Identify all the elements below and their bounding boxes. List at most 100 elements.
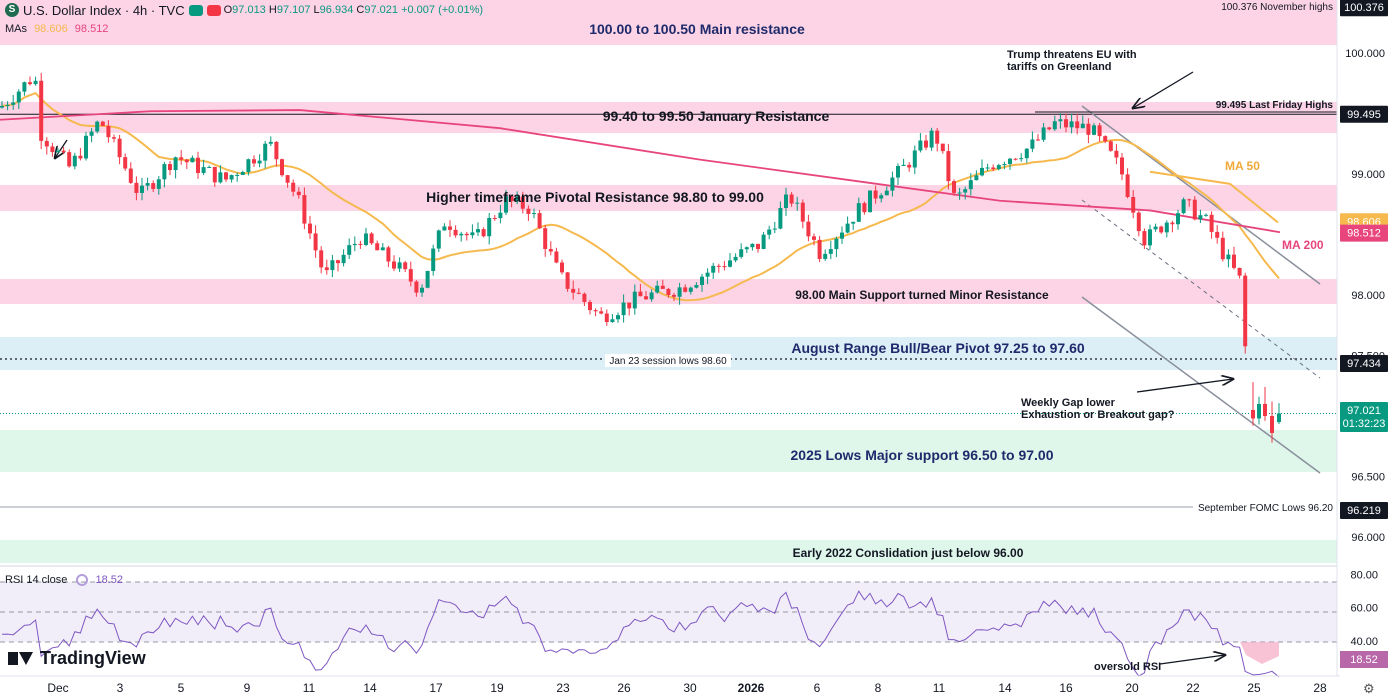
candle-body [767,229,772,235]
candle-body [308,223,312,234]
candle-body [795,202,800,204]
candle-body [358,243,363,245]
candle-body [823,253,828,259]
zone-label: August Range Bull/Bear Pivot 97.25 to 97… [791,340,1085,356]
candle-body [56,150,60,153]
candle-body [1075,121,1080,129]
candle-body [392,261,396,269]
price-tick: 98.000 [1351,290,1385,302]
candle-body [851,221,856,224]
candle-body [980,167,984,176]
candle-body [834,238,839,250]
annotation-line: tariffs on Greenland [1007,61,1112,73]
candle-body [1159,226,1164,233]
candle-body [33,80,38,85]
candle-body [39,80,44,141]
candle-body [957,192,962,194]
annotation-line: Weekly Gap lower [1021,397,1116,409]
annotation-arrow [55,139,68,158]
time-tick: Dec [47,681,68,695]
annotation-arrow [1133,71,1194,108]
candle-body [1136,212,1141,232]
candle-body [879,195,884,199]
candle-body [207,166,212,168]
candle-body [274,141,279,160]
tradingview-brand-name: TradingView [40,648,146,668]
candle-body [912,150,917,168]
candle-body [134,182,139,193]
candle-body [1277,413,1281,423]
candle-body [800,202,805,222]
high-label: H [268,4,277,16]
candle-body [1103,136,1108,142]
rsi-settings-icon[interactable] [76,574,89,586]
candle-body [929,130,934,148]
candle-body [375,243,380,251]
candle-body [128,168,133,183]
zone-label: 98.00 Main Support turned Minor Resistan… [795,288,1049,302]
symbol-title[interactable]: U.S. Dollar Index · 4h · TVC [23,2,185,18]
candle-body [532,213,536,215]
candle-body [414,281,419,293]
candle-body [1052,121,1057,130]
price-tag-label: 99.495 [1347,109,1381,121]
candle-body [84,135,88,159]
candle-body [862,203,867,213]
ma50-line-end [1149,170,1279,224]
countdown-label: 01:32:23 [1343,418,1386,430]
time-tick: 9 [244,681,251,695]
candle-body [22,82,27,92]
candle-body [672,294,676,297]
candle-body [616,315,620,320]
rsi-oversold-fill [1240,642,1279,664]
rsi-legend[interactable]: RSI 14 close 18.52 [5,574,123,586]
candle-body [946,151,951,182]
candle-body [67,152,72,167]
zone-label: 99.40 to 99.50 January Resistance [603,108,830,124]
candle-body [873,190,878,199]
rsi-line [1,590,1280,678]
candle-body [733,256,738,261]
weekly-gap-annotation: Weekly Gap lower Exhaustion or Breakout g… [1021,397,1175,421]
candle-body [1019,158,1024,160]
time-tick: 6 [814,681,821,695]
symbol-logo-icon: S [5,3,19,17]
level-label-bg [605,354,731,367]
tradingview-logo[interactable]: TradingView [8,648,146,669]
candle-body [582,293,587,302]
ma200-line [0,109,1281,234]
annotation-line: Exhaustion or Breakout gap? [1021,409,1175,421]
candle-body [649,292,654,300]
candle-body [694,284,699,288]
candle-body [856,203,861,222]
candle-body [442,226,447,231]
time-tick: 14 [363,681,377,695]
candle-body [112,137,116,139]
candle-body [1204,214,1208,216]
candle-body [386,247,391,262]
candle-body [924,140,928,148]
price-zones [0,0,1337,563]
price-tick: 100.000 [1345,48,1385,60]
candle-body [632,291,637,309]
candle-body [1008,158,1012,165]
gear-icon[interactable]: ⚙ [1363,681,1375,696]
price-tag-label: 100.376 [1344,2,1384,14]
candle-body [543,228,548,250]
candle-body [627,302,632,309]
candle-body [240,172,245,175]
candle-body [588,301,592,311]
ma50-label: MA 50 [1225,159,1260,173]
candle-body [845,223,850,233]
ma-legend[interactable]: MAs 98.606 98.512 [5,23,108,35]
ma200-legend-value: 98.512 [74,23,109,35]
candle-body [453,229,458,236]
time-tick: 11 [933,681,946,695]
level-label: 100.376 November highs [1221,2,1333,13]
time-tick: 25 [1247,681,1261,695]
price-tag [1340,105,1388,123]
candle-body [1069,121,1074,128]
candle-body [520,196,525,209]
